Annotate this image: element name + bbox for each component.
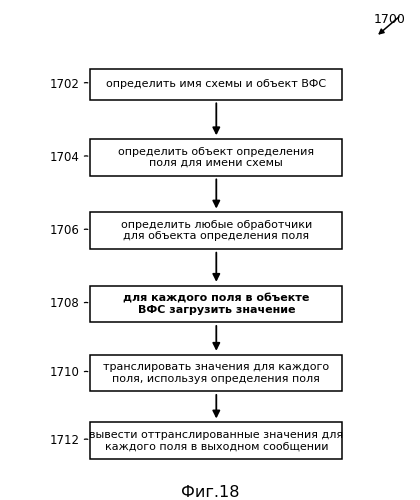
Text: определить любые обработчики
для объекта определения поля: определить любые обработчики для объекта… bbox=[121, 220, 312, 242]
Text: 1712: 1712 bbox=[50, 434, 80, 447]
Text: определить имя схемы и объект ВФС: определить имя схемы и объект ВФС bbox=[106, 79, 326, 89]
FancyBboxPatch shape bbox=[90, 68, 342, 100]
Text: 1704: 1704 bbox=[50, 151, 80, 164]
Text: 1700: 1700 bbox=[373, 13, 405, 26]
FancyBboxPatch shape bbox=[90, 212, 342, 249]
Text: 1708: 1708 bbox=[50, 298, 80, 310]
FancyBboxPatch shape bbox=[90, 286, 342, 322]
Text: 1702: 1702 bbox=[50, 78, 80, 90]
Text: 1710: 1710 bbox=[50, 366, 80, 380]
Text: 1706: 1706 bbox=[50, 224, 80, 237]
FancyBboxPatch shape bbox=[90, 422, 342, 459]
FancyBboxPatch shape bbox=[90, 139, 342, 175]
Text: для каждого поля в объекте
ВФС загрузить значение: для каждого поля в объекте ВФС загрузить… bbox=[123, 293, 310, 314]
Text: вывести оттранслированные значения для
каждого поля в выходном сообщении: вывести оттранслированные значения для к… bbox=[89, 430, 344, 452]
Text: Фиг.18: Фиг.18 bbox=[181, 484, 239, 500]
Text: определить объект определения
поля для имени схемы: определить объект определения поля для и… bbox=[118, 146, 314, 168]
Text: транслировать значения для каждого
поля, используя определения поля: транслировать значения для каждого поля,… bbox=[103, 362, 329, 384]
FancyBboxPatch shape bbox=[90, 354, 342, 391]
